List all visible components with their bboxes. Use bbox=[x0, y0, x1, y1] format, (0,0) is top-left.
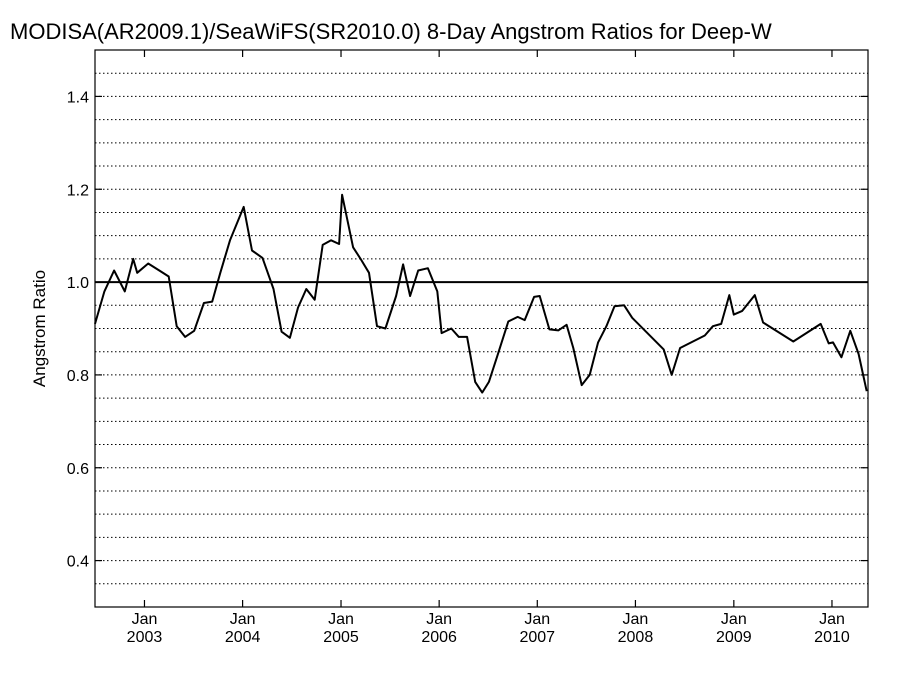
y-axis: 0.4 0.6 0.8 1.0 1.2 1.4 bbox=[67, 89, 868, 571]
x-tick-label-year: 2006 bbox=[421, 629, 457, 646]
x-axis: Jan2003Jan2004Jan2005Jan2006Jan2007Jan20… bbox=[127, 50, 850, 646]
x-tick-label-year: 2007 bbox=[519, 629, 555, 646]
gridlines bbox=[95, 72, 868, 585]
x-tick-label-year: 2005 bbox=[323, 629, 359, 646]
x-tick-label-month: Jan bbox=[426, 611, 452, 628]
y-tick-label: 1.2 bbox=[67, 182, 89, 199]
series-layer bbox=[94, 193, 868, 394]
x-tick-label-year: 2004 bbox=[225, 629, 261, 646]
y-tick-label: 0.4 bbox=[67, 554, 89, 571]
x-tick-label-month: Jan bbox=[230, 611, 256, 628]
y-axis-label: Angstrom Ratio bbox=[30, 270, 49, 387]
plot-frame bbox=[94, 49, 869, 608]
x-tick-label-month: Jan bbox=[132, 611, 158, 628]
y-tick-label: 0.8 bbox=[67, 368, 89, 385]
chart-title: MODISA(AR2009.1)/SeaWiFS(SR2010.0) 8-Day… bbox=[10, 19, 772, 44]
x-tick-label-month: Jan bbox=[328, 611, 354, 628]
y-tick-label: 1.4 bbox=[67, 89, 89, 106]
x-tick-label-month: Jan bbox=[721, 611, 747, 628]
x-tick-label-year: 2008 bbox=[618, 629, 654, 646]
x-tick-label-year: 2009 bbox=[716, 629, 752, 646]
x-tick-label-month: Jan bbox=[623, 611, 649, 628]
series-line-1 bbox=[94, 193, 868, 394]
x-tick-label-month: Jan bbox=[524, 611, 550, 628]
x-tick-label-year: 2003 bbox=[127, 629, 163, 646]
y-tick-label: 0.6 bbox=[67, 461, 89, 478]
x-tick-label-month: Jan bbox=[819, 611, 845, 628]
x-tick-label-year: 2010 bbox=[814, 629, 850, 646]
y-tick-label: 1.0 bbox=[67, 275, 89, 292]
